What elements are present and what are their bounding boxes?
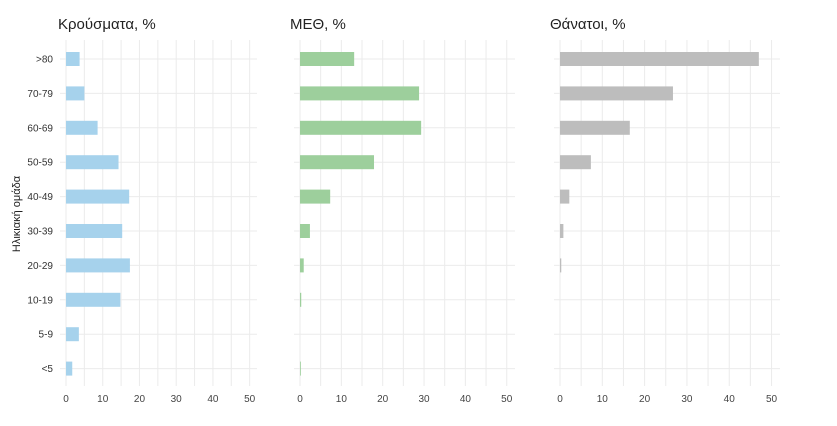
y-tick-label: <5 (42, 364, 54, 375)
bar-50-59 (66, 155, 119, 170)
bar-70-79 (300, 86, 420, 101)
bar-60-69 (66, 120, 98, 135)
y-tick-label: >80 (36, 55, 53, 66)
panel-title: ΜΕΘ, % (290, 16, 346, 33)
y-tick-label: 5-9 (39, 330, 54, 341)
x-tick-label: 30 (681, 394, 693, 405)
bar-60-69 (560, 120, 630, 135)
y-tick-label: 60-69 (27, 123, 53, 134)
x-tick-label: 0 (63, 394, 69, 405)
x-tick-label: 50 (501, 394, 513, 405)
bar-30-39 (300, 224, 310, 238)
bar-70-79 (66, 86, 85, 101)
y-tick-label: 30-39 (27, 227, 53, 238)
bar-50-59 (560, 155, 591, 170)
panel-1: Κρούσματα, % >80 70-79 60-69 50-59 40-49 30-39… (27, 16, 257, 405)
y-tick-label: 40-49 (27, 192, 53, 203)
panel-3: Θάνατοι, % 0 10 20 30 40 50 (550, 16, 780, 405)
x-tick-label: 50 (766, 394, 778, 405)
x-tick-label: 10 (597, 394, 609, 405)
y-tick-label: 20-29 (27, 261, 53, 272)
x-tick-label: 50 (244, 394, 256, 405)
bar->80 (66, 52, 80, 66)
y-tick-label: 70-79 (27, 89, 53, 100)
bar-<5 (300, 361, 301, 376)
panel-title: Κρούσματα, % (58, 16, 156, 33)
y-tick-label: 10-19 (27, 295, 53, 306)
x-tick-label: 0 (557, 394, 563, 405)
bar-50-59 (300, 155, 375, 170)
bar-5-9 (66, 327, 79, 342)
bar-70-79 (560, 86, 673, 101)
x-tick-label: 0 (297, 394, 303, 405)
bar-20-29 (66, 258, 130, 273)
x-tick-label: 30 (418, 394, 430, 405)
bar-<5 (66, 361, 73, 376)
x-tick-label: 40 (460, 394, 472, 405)
bar-10-19 (66, 292, 121, 307)
x-tick-label: 20 (639, 394, 651, 405)
panel-title: Θάνατοι, % (550, 16, 626, 33)
x-tick-label: 40 (724, 394, 736, 405)
bar->80 (300, 52, 355, 66)
x-tick-label: 20 (377, 394, 389, 405)
bar-40-49 (560, 189, 570, 204)
bar-20-29 (560, 258, 562, 273)
bar-40-49 (300, 189, 331, 204)
x-tick-label: 10 (97, 394, 109, 405)
bar->80 (560, 52, 759, 66)
bar-30-39 (560, 224, 564, 238)
bar-30-39 (66, 224, 123, 238)
bar-10-19 (300, 292, 302, 307)
bar-20-29 (300, 258, 304, 273)
panel-2: ΜΕΘ, % 0 10 20 30 40 50 (290, 16, 515, 405)
x-tick-label: 20 (134, 394, 146, 405)
bar-60-69 (300, 120, 422, 135)
y-tick-label: 50-59 (27, 158, 53, 169)
x-tick-label: 30 (171, 394, 183, 405)
bar-40-49 (66, 189, 130, 204)
x-tick-label: 40 (207, 394, 219, 405)
y-axis-label: Ηλικιακή ομάδα (11, 175, 23, 252)
x-tick-label: 10 (336, 394, 348, 405)
